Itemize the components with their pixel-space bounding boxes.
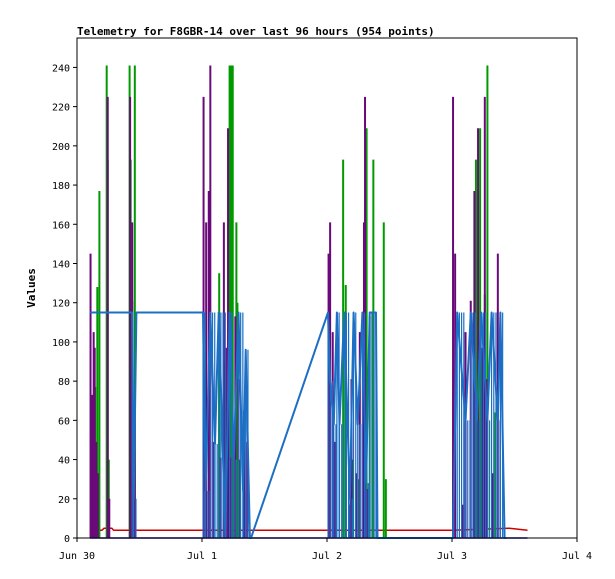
y-tick-label-0: 0 (64, 534, 70, 545)
series-2 (94, 65, 497, 538)
plot-frame (76, 37, 578, 539)
x-tick-label-3: Jul 3 (437, 551, 467, 562)
y-axis-ticks: 0 20 40 60 80 100 120 140 160 180 200 220 240 (52, 63, 77, 545)
y-tick-label-6: 120 (52, 299, 70, 310)
y-tick-label-12: 240 (52, 63, 70, 74)
y-tick-label-8: 160 (52, 220, 70, 231)
series-4 (90, 311, 507, 539)
y-tick-label-2: 40 (58, 456, 70, 467)
y-tick-label-4: 80 (58, 377, 70, 388)
x-axis-ticks: Jun 30 Jul 1 Jul 2 Jul 3 Jul 4 (59, 538, 592, 562)
x-tick-label-4: Jul 4 (562, 551, 592, 562)
x-tick-label-1: Jul 1 (187, 551, 217, 562)
y-tick-label-7: 140 (52, 259, 70, 270)
series-3 (89, 65, 499, 538)
y-tick-label-1: 20 (58, 495, 70, 506)
x-tick-label-0: Jun 30 (59, 551, 95, 562)
y-tick-label-10: 200 (52, 142, 70, 153)
chart-title: Telemetry for F8GBR-14 over last 96 hour… (77, 25, 435, 38)
x-tick-label-2: Jul 2 (312, 551, 342, 562)
y-tick-label-5: 100 (52, 338, 70, 349)
y-tick-label-9: 180 (52, 181, 70, 192)
y-tick-label-3: 60 (58, 416, 70, 427)
series-4-line (90, 311, 507, 539)
y-axis-label: Values (25, 268, 38, 308)
y-tick-label-11: 220 (52, 103, 70, 114)
plot-series (89, 65, 528, 539)
